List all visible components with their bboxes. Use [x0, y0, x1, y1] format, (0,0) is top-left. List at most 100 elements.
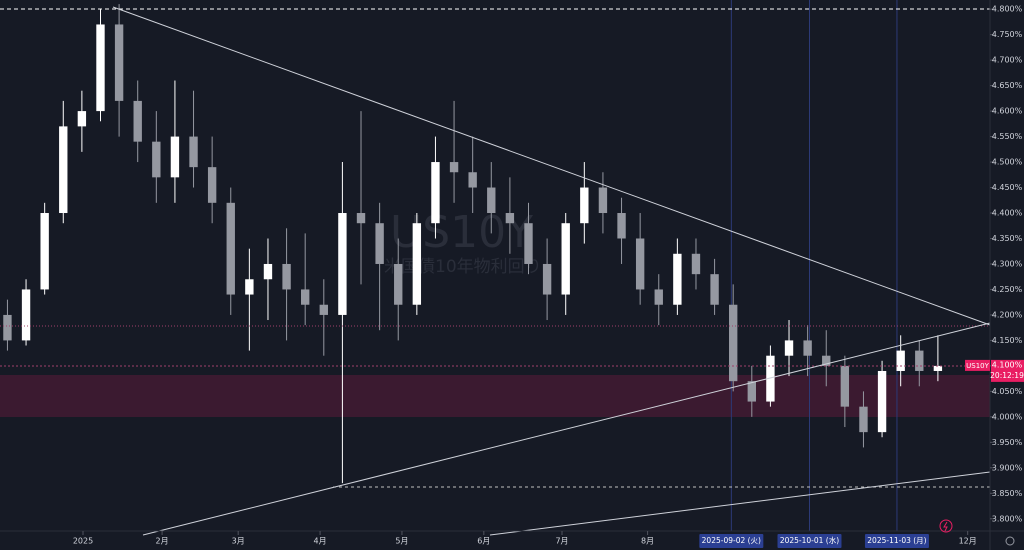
y-tick-label: 4.650%: [992, 81, 1023, 90]
candle-body: [915, 350, 924, 371]
alert-icon[interactable]: [939, 519, 953, 533]
y-tick-label: 4.800%: [992, 5, 1023, 14]
last-price-box: [991, 359, 1024, 382]
last-price-label: 4.100%: [992, 360, 1023, 369]
candle-body: [542, 263, 552, 295]
candle-body: [21, 289, 31, 341]
x-tick-label: 7月: [555, 537, 568, 546]
x-tick-label: 8月: [641, 537, 654, 546]
candle-body: [822, 355, 831, 366]
y-tick-label: 4.350%: [992, 234, 1023, 243]
x-tick-label: 4月: [314, 537, 327, 546]
candle-body: [319, 304, 328, 315]
watermark-name: 米国債10年物利回り: [384, 257, 542, 277]
plot: [3, 0, 943, 531]
candle-body: [803, 340, 812, 356]
y-tick-label: 4.550%: [992, 132, 1023, 141]
trend-line: [112, 6, 991, 326]
candle-body: [338, 213, 347, 315]
candle-body: [524, 223, 533, 264]
trend-line: [142, 322, 991, 536]
zone: [0, 375, 990, 417]
candle-body: [394, 263, 403, 305]
candle-body: [654, 289, 663, 305]
candle-body: [356, 213, 366, 224]
candle-body: [840, 365, 850, 407]
y-tick-label: 4.500%: [992, 158, 1023, 167]
candle-body: [784, 340, 794, 356]
candle-body: [3, 314, 12, 341]
y-tick-label: 4.050%: [992, 387, 1023, 396]
y-tick-label: 4.450%: [992, 183, 1023, 192]
candle-body: [96, 24, 105, 112]
candle-body: [877, 370, 887, 433]
candle-body: [301, 289, 310, 305]
drawings: [0, 6, 991, 536]
candle-body: [747, 381, 756, 402]
y-tick-label: 4.000%: [992, 412, 1023, 421]
date-marker-label: 2025-10-01 (水): [780, 535, 839, 545]
y-tick-label: 4.750%: [992, 30, 1023, 39]
candle-body: [133, 100, 142, 142]
y-tick-label: 4.300%: [992, 259, 1023, 268]
candle-body: [561, 223, 570, 295]
candle-body: [282, 263, 291, 290]
candle-body: [859, 406, 868, 433]
date-marker-label: 2025-09-02 (火): [702, 536, 761, 545]
x-tick-label: 3月: [232, 537, 245, 546]
candle-body: [635, 238, 645, 290]
alert-icon-bolt: [943, 521, 948, 532]
candle-body: [431, 162, 440, 224]
candle-body: [580, 187, 589, 224]
candle-body: [766, 355, 775, 402]
candle-body: [673, 253, 682, 305]
candle-body: [598, 187, 608, 214]
candle-body: [152, 141, 161, 178]
x-tick-label: 2月: [156, 537, 169, 546]
symbol-tag-label: US10Y: [966, 362, 989, 370]
candle-body: [468, 172, 477, 188]
candle-body: [449, 162, 459, 173]
candle-body: [207, 167, 217, 203]
candle-body: [505, 213, 515, 224]
candle-body: [189, 136, 198, 168]
candle-body: [933, 365, 943, 371]
candle-body: [170, 136, 180, 178]
y-tick-label: 4.700%: [992, 56, 1023, 65]
trend-line: [489, 471, 991, 536]
candle-body: [729, 304, 738, 382]
x-tick-label: 6月: [477, 537, 490, 546]
candle-body: [40, 213, 49, 290]
y-tick-label: 4.200%: [992, 310, 1023, 319]
y-tick-label: 4.600%: [992, 107, 1023, 116]
x-tick-label: 2025: [73, 537, 93, 546]
symbol-tag: [965, 359, 990, 371]
settings-icon[interactable]: [1005, 536, 1015, 546]
candle-body: [226, 202, 235, 295]
date-marker-box: [699, 534, 764, 548]
candle-body: [691, 253, 701, 275]
candle-body: [59, 126, 68, 214]
countdown-label: 20:12:19: [990, 371, 1024, 380]
y-tick-label: 3.800%: [992, 514, 1023, 523]
candle-body: [245, 279, 254, 295]
x-tick-label: 12月: [959, 537, 977, 546]
y-tick-label: 3.900%: [992, 463, 1023, 472]
date-marker-box: [864, 534, 929, 548]
y-tick-label: 3.950%: [992, 438, 1023, 447]
candle-body: [412, 223, 422, 305]
candle-body: [375, 223, 384, 264]
candle-body: [487, 187, 496, 214]
candle-body: [617, 213, 626, 239]
candle-body: [896, 350, 905, 371]
candle-body: [77, 111, 87, 127]
candle-body: [114, 24, 124, 101]
x-tick-label: 5月: [395, 537, 408, 546]
y-tick-label: 4.150%: [992, 336, 1023, 345]
date-marker-label: 2025-11-03 (月): [867, 536, 926, 545]
y-tick-label: 4.250%: [992, 285, 1023, 294]
date-marker-box: [777, 534, 842, 548]
candle-body: [263, 263, 273, 280]
